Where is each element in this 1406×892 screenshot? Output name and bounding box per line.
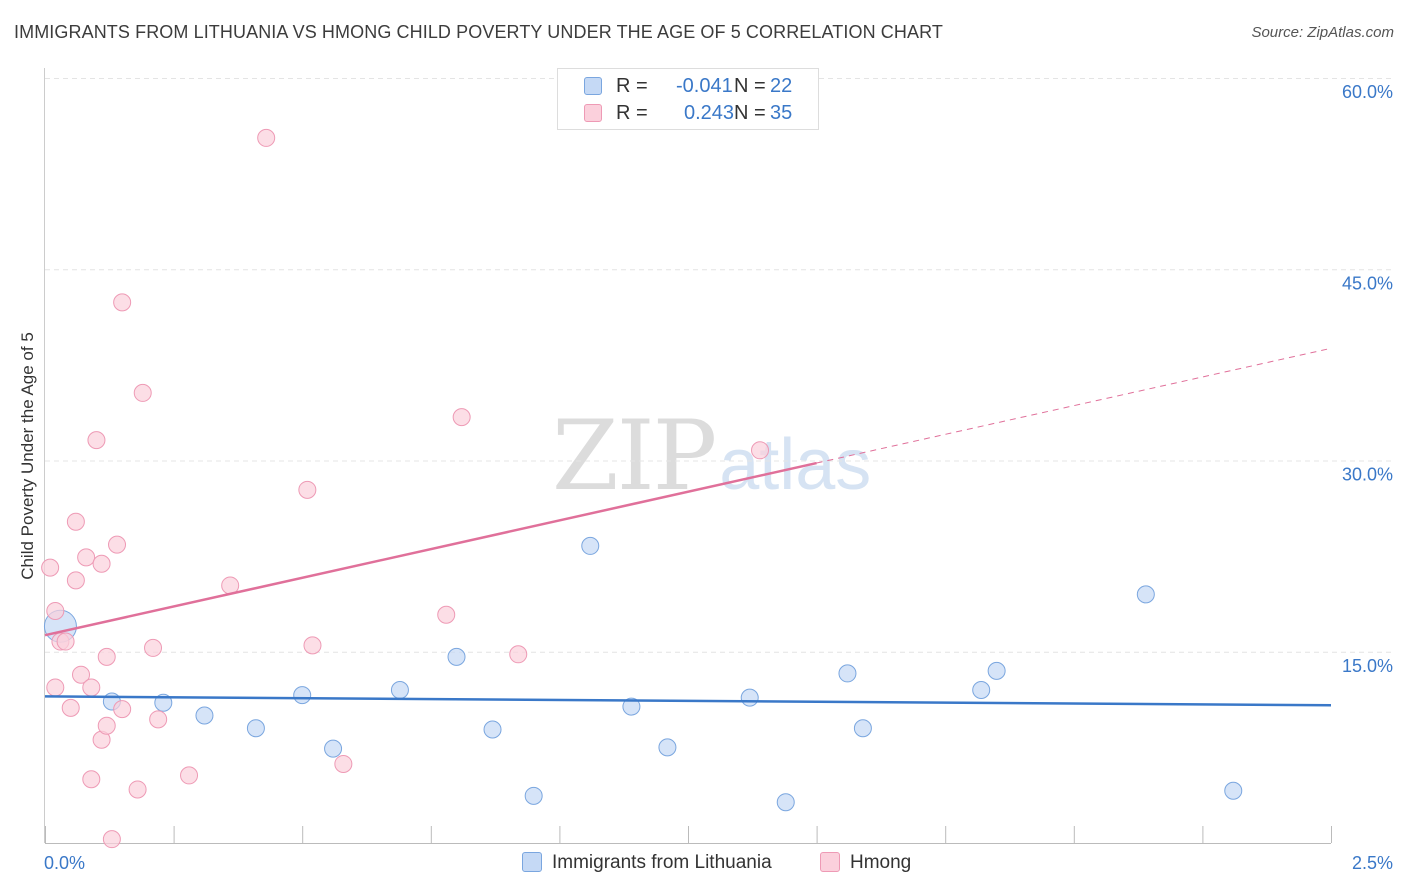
point-hmong <box>56 632 75 651</box>
point-hmong <box>509 645 528 664</box>
point-hmong <box>46 678 65 697</box>
correlation-legend: R = -0.041 N = 22 R = 0.243 N = 35 <box>557 68 819 130</box>
point-lithuania <box>658 738 677 757</box>
legend-r-label: R = <box>616 75 648 97</box>
x-tick-label: 0.0% <box>44 853 85 873</box>
legend-swatch-hmong <box>820 852 840 872</box>
point-hmong <box>97 647 116 666</box>
trendline-lithuania <box>44 695 1332 707</box>
point-lithuania <box>324 739 343 758</box>
source-label: Source: ZipAtlas.com <box>1251 24 1394 41</box>
legend-swatch-lithuania <box>584 77 602 95</box>
chart-title: IMMIGRANTS FROM LITHUANIA VS HMONG CHILD… <box>14 22 943 42</box>
point-hmong <box>108 535 127 554</box>
point-hmong <box>66 512 85 531</box>
point-lithuania <box>853 719 872 738</box>
legend-swatch-hmong <box>584 104 602 122</box>
point-lithuania <box>1136 585 1155 604</box>
legend-n-value: 35 <box>770 102 793 124</box>
point-lithuania <box>390 681 409 699</box>
point-hmong <box>149 710 168 729</box>
point-lithuania <box>246 719 265 738</box>
legend-n-value: 22 <box>770 75 793 97</box>
legend-n-label: N = <box>734 102 766 124</box>
point-lithuania <box>776 793 795 812</box>
point-hmong <box>97 716 116 735</box>
point-lithuania <box>154 693 173 712</box>
point-hmong <box>257 128 276 147</box>
point-lithuania <box>581 536 600 555</box>
legend-label-hmong: Hmong <box>850 852 912 873</box>
point-hmong <box>72 665 91 684</box>
point-lithuania <box>447 647 466 666</box>
legend-r-value: -0.041 <box>676 75 733 97</box>
point-hmong <box>82 770 101 789</box>
trendline-extension-hmong <box>816 347 1332 464</box>
point-lithuania <box>987 661 1006 680</box>
point-hmong <box>92 554 111 573</box>
point-lithuania <box>293 686 312 705</box>
point-hmong <box>298 480 317 499</box>
point-lithuania <box>740 688 759 707</box>
y-tick-label: 60.0% <box>1342 82 1393 102</box>
point-hmong <box>133 383 152 402</box>
point-hmong <box>113 700 132 719</box>
point-lithuania <box>524 786 543 805</box>
legend-item-hmong: Hmong <box>820 852 911 874</box>
point-hmong <box>180 766 199 785</box>
point-hmong <box>113 293 132 312</box>
point-hmong <box>77 548 96 567</box>
y-tick-label: 45.0% <box>1342 273 1393 293</box>
legend-r-value: 0.243 <box>684 102 735 124</box>
point-lithuania <box>195 706 214 725</box>
point-lithuania <box>483 720 502 739</box>
y-tick-label: 30.0% <box>1342 465 1393 485</box>
point-hmong <box>144 638 163 657</box>
point-hmong <box>102 830 121 849</box>
point-lithuania <box>838 664 857 683</box>
legend-n-label: N = <box>734 75 766 97</box>
point-hmong <box>751 441 770 460</box>
point-hmong <box>41 558 60 577</box>
point-lithuania <box>1224 781 1243 800</box>
legend-r-label: R = <box>616 102 648 124</box>
point-hmong <box>61 698 80 717</box>
point-hmong <box>334 754 353 773</box>
point-lithuania <box>972 681 991 699</box>
point-hmong <box>46 601 65 620</box>
point-hmong <box>303 636 322 655</box>
point-hmong <box>82 678 101 697</box>
trendline-hmong <box>44 461 817 637</box>
point-hmong <box>87 431 106 450</box>
point-hmong <box>452 408 471 427</box>
point-hmong <box>128 780 147 799</box>
point-hmong <box>437 605 456 624</box>
legend-item-lithuania: Immigrants from Lithuania <box>522 852 772 874</box>
point-lithuania <box>622 697 641 716</box>
legend-label-lithuania: Immigrants from Lithuania <box>552 852 772 873</box>
y-tick-label: 15.0% <box>1342 656 1393 676</box>
point-hmong <box>66 571 85 590</box>
legend-swatch-lithuania <box>522 852 542 872</box>
x-tick-label: 2.5% <box>1352 853 1393 873</box>
